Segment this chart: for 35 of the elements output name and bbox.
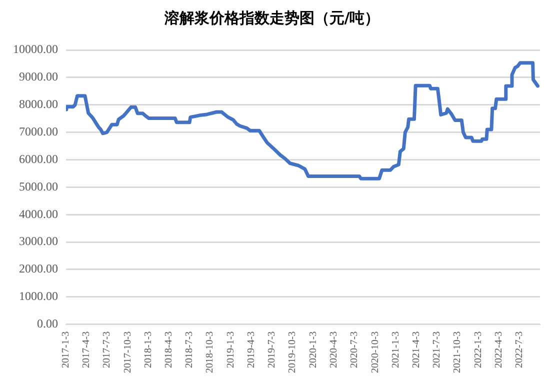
- y-tick-label: 1000.00: [19, 289, 58, 304]
- x-tick-label: 2017-1-3: [60, 331, 72, 368]
- x-tick-label: 2022-7-3: [514, 331, 525, 368]
- x-tick-label: 2021-1-3: [390, 331, 402, 368]
- x-tick-label: 2020-10-3: [370, 331, 381, 374]
- y-tick-label: 10000.00: [13, 42, 58, 56]
- y-tick-label: 7000.00: [19, 124, 58, 138]
- y-tick-label: 5000.00: [19, 179, 58, 194]
- x-tick-label: 2020-7-3: [349, 331, 360, 368]
- x-tick-label: 2019-1-3: [225, 331, 236, 368]
- y-tick-label: 8000.00: [19, 97, 58, 112]
- chart-title: 溶解浆价格指数走势图（元/吨）: [163, 8, 380, 27]
- y-tick-label: 0.00: [37, 316, 58, 330]
- x-tick-label: 2018-10-3: [204, 331, 216, 374]
- x-tick-label: 2017-4-3: [80, 331, 92, 368]
- x-tick-label: 2019-10-3: [287, 331, 298, 374]
- x-tick-label: 2017-10-3: [122, 331, 134, 374]
- x-tick-label: 2017-7-3: [102, 331, 112, 368]
- x-tick-label: 2019-7-3: [266, 331, 278, 368]
- x-tick-label: 2021-10-3: [452, 331, 464, 374]
- x-tick-label: 2022-4-3: [493, 331, 504, 368]
- x-tick-label: 2018-4-3: [163, 331, 174, 368]
- y-tick-label: 6000.00: [19, 152, 58, 166]
- x-tick-label: 2021-7-3: [431, 331, 442, 368]
- y-tick-label: 3000.00: [19, 234, 58, 248]
- x-tick-label: 2018-1-3: [143, 331, 154, 368]
- x-tick-label: 2020-4-3: [328, 331, 340, 368]
- x-tick-label: 2022-1-3: [472, 331, 484, 368]
- x-tick-label: 2020-1-3: [308, 331, 319, 368]
- x-tick-label: 2021-4-3: [410, 331, 422, 368]
- x-tick-label: 2019-4-3: [246, 331, 257, 368]
- y-tick-label: 4000.00: [19, 206, 58, 221]
- y-tick-label: 2000.00: [19, 262, 58, 276]
- x-tick-label: 2018-7-3: [184, 331, 195, 368]
- y-tick-label: 9000.00: [19, 70, 58, 84]
